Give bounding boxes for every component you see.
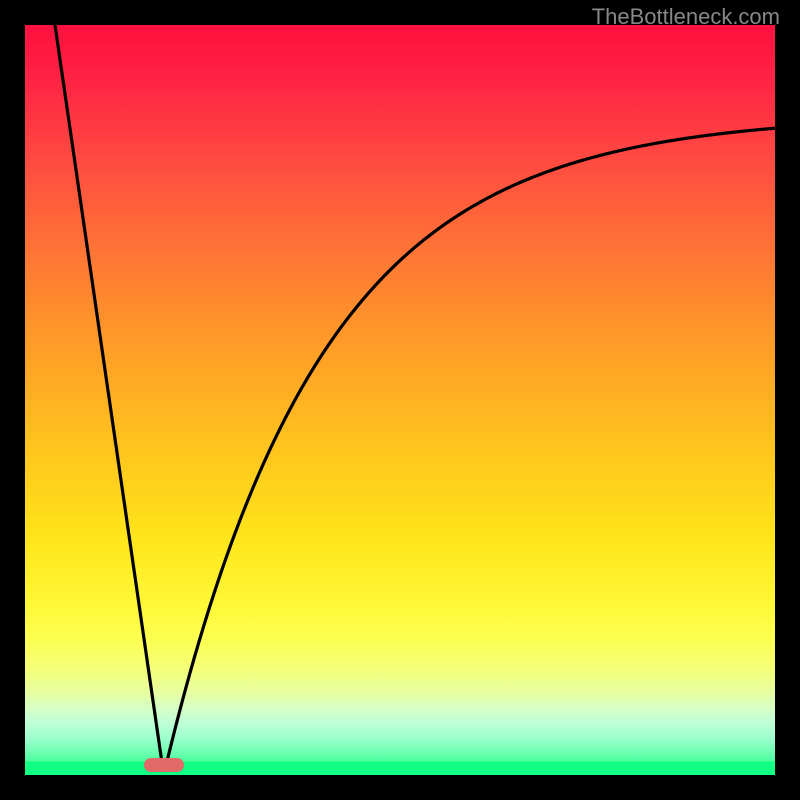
optimal-marker — [144, 758, 184, 772]
bottleneck-curve — [25, 25, 775, 775]
watermark-text: TheBottleneck.com — [592, 4, 780, 30]
plot-area — [25, 25, 775, 775]
